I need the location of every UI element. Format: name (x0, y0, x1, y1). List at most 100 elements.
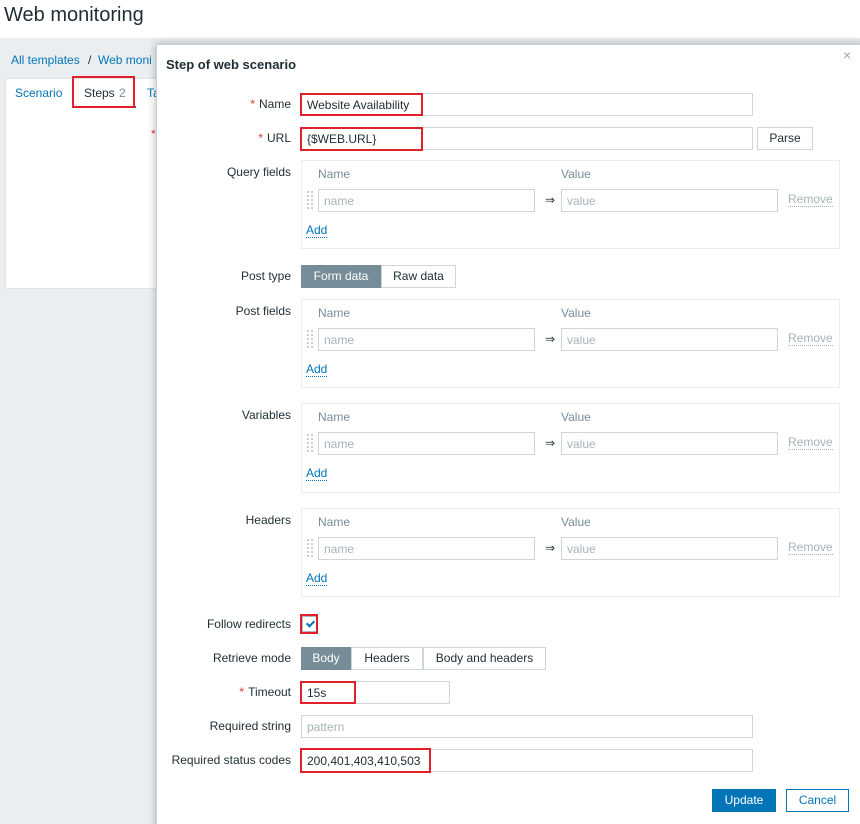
form-label: * URL (160, 130, 291, 146)
label: Query fields (226, 165, 291, 179)
text-input[interactable]: name (318, 189, 535, 212)
add-link[interactable]: Add (306, 571, 328, 586)
text-input[interactable]: Website Availability (301, 93, 753, 116)
drag-handle (307, 539, 313, 557)
column-header: Value (561, 167, 591, 181)
label: Retrieve mode (212, 651, 291, 665)
placeholder: name (324, 194, 355, 208)
input-value: {$WEB.URL} (307, 132, 377, 146)
column-header: Name (318, 306, 351, 320)
page-title: Web monitoring (4, 4, 144, 26)
highlight-box (300, 614, 318, 634)
required-mark: * (151, 127, 156, 141)
input-value: 15s (307, 686, 327, 700)
button[interactable]: Cancel (786, 789, 849, 812)
breadcrumb[interactable]: All templates (11, 53, 80, 67)
text-input[interactable]: pattern (301, 715, 753, 738)
placeholder: name (324, 333, 355, 347)
text-input[interactable]: value (561, 537, 778, 560)
tab[interactable]: Scenario (15, 86, 63, 100)
label: Name (258, 97, 291, 111)
highlight-box (300, 681, 356, 704)
text-input[interactable]: value (561, 189, 778, 212)
label: Variables (241, 408, 291, 422)
button[interactable]: Parse (757, 127, 813, 150)
top-bar (0, 0, 860, 38)
button[interactable]: Form data (301, 265, 381, 288)
label: Post fields (235, 304, 291, 318)
label: Required status codes (171, 753, 291, 767)
placeholder: pattern (307, 720, 345, 734)
form-label: Post fields (160, 303, 291, 319)
form-label: Variables (160, 407, 291, 423)
form-label: * Timeout (160, 684, 291, 700)
button[interactable]: Body and headers (423, 647, 546, 670)
form-label: Query fields (160, 164, 291, 180)
column-header: Name (318, 515, 351, 529)
label: Post type (240, 269, 291, 283)
remove-link[interactable]: Remove (788, 192, 833, 207)
placeholder: name (324, 437, 355, 451)
column-header: Value (561, 410, 591, 424)
arrow: ⇒ (545, 436, 556, 450)
required-mark: * (250, 97, 255, 111)
highlight-box (300, 127, 423, 151)
input-value: Website Availability (307, 98, 410, 112)
form-label: Required status codes (160, 752, 291, 768)
placeholder: value (567, 333, 596, 347)
drag-handle (307, 191, 313, 209)
form-label: Retrieve mode (160, 650, 291, 666)
pair-list (301, 403, 840, 493)
remove-link[interactable]: Remove (788, 331, 833, 346)
label: Follow redirects (206, 617, 291, 631)
arrow: ⇒ (545, 332, 556, 346)
text-input[interactable]: name (318, 328, 535, 351)
button[interactable]: Raw data (381, 265, 456, 288)
add-link[interactable]: Add (306, 466, 328, 481)
placeholder: value (567, 542, 596, 556)
remove-link[interactable]: Remove (788, 540, 833, 555)
drag-handle (307, 330, 313, 348)
text-input[interactable]: name (318, 537, 535, 560)
required-mark: * (258, 131, 263, 145)
pair-list (301, 508, 840, 597)
button[interactable]: Update (712, 789, 776, 812)
add-link[interactable]: Add (306, 223, 328, 238)
text-input[interactable]: value (561, 432, 778, 455)
close-button[interactable]: × (843, 47, 852, 63)
form-label: * Name (160, 96, 291, 112)
add-link[interactable]: Add (306, 362, 328, 377)
drag-handle (307, 434, 313, 452)
button[interactable]: Body (301, 647, 351, 670)
placeholder: value (567, 194, 596, 208)
form-label: Post type (160, 268, 291, 284)
button[interactable]: Headers (351, 647, 423, 670)
input-value: 200,401,403,410,503 (307, 754, 421, 768)
text-input[interactable]: name (318, 432, 535, 455)
label: Timeout (248, 685, 291, 699)
column-header: Value (561, 515, 591, 529)
column-header: Name (318, 167, 351, 181)
tab-panel (5, 78, 165, 289)
text-input[interactable]: 15s (301, 681, 450, 704)
placeholder: name (324, 542, 355, 556)
arrow: ⇒ (545, 541, 556, 555)
column-header: Value (561, 306, 591, 320)
label: Headers (245, 513, 291, 527)
label: Required string (209, 719, 291, 733)
label: URL (266, 131, 291, 145)
breadcrumb[interactable]: Web moni (98, 53, 152, 67)
form-label: Headers (160, 512, 291, 528)
highlight-box (300, 748, 431, 773)
pair-list (301, 299, 840, 388)
form-label: Required string (160, 718, 291, 734)
text-input[interactable]: 200,401,403,410,503 (301, 749, 753, 772)
dialog-title: Step of web scenario (166, 57, 297, 72)
text-input[interactable]: value (561, 328, 778, 351)
text-input[interactable]: {$WEB.URL} (301, 127, 753, 150)
highlight-box (72, 76, 135, 108)
remove-link[interactable]: Remove (788, 435, 833, 450)
required-mark: * (239, 685, 245, 699)
tab[interactable]: Steps (84, 86, 115, 100)
